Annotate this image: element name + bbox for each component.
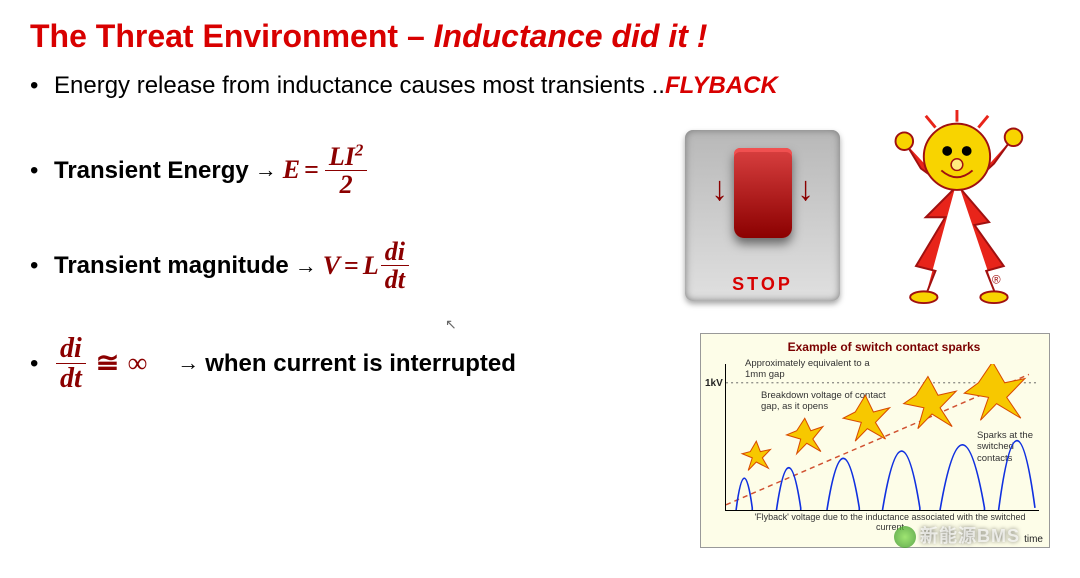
- stop-switch-image: ↓ ↓ STOP: [685, 130, 840, 301]
- chart-svg: [726, 364, 1039, 510]
- eq-lhs: E: [283, 152, 300, 188]
- fraction: di dt: [56, 334, 86, 394]
- svg-text:®: ®: [992, 274, 1001, 287]
- bullet-4-tail: when current is interrupted: [205, 347, 516, 381]
- chart-x-label: time: [1024, 534, 1043, 545]
- fraction: LI2 2: [325, 143, 367, 199]
- watermark-text: 新能源BMS: [920, 526, 1020, 546]
- chart-y-label: 1kV: [705, 378, 723, 389]
- eq-op: =: [304, 152, 319, 188]
- bullet-1-text: Energy release from inductance causes mo…: [54, 69, 665, 103]
- bullet-1-highlight: FLYBACK: [665, 69, 778, 103]
- cursor-icon: ↖: [445, 316, 457, 333]
- arrow-icon: →: [255, 155, 277, 186]
- slide: The Threat Environment – Inductance did …: [0, 0, 1080, 578]
- mascot-image: ®: [875, 110, 1035, 305]
- eq-lhs: V: [323, 248, 340, 284]
- title-prefix: The Threat Environment –: [30, 18, 434, 54]
- chart-plot-area: [725, 364, 1039, 511]
- switch-lever-icon: [734, 148, 792, 238]
- eq-op: =: [344, 248, 359, 284]
- bullet-3-label: Transient magnitude: [54, 249, 289, 283]
- switch-stop-label: STOP: [732, 274, 793, 295]
- arrow-icon: →: [295, 251, 317, 282]
- bullet-dot: •: [30, 347, 54, 381]
- eq-L: L: [363, 248, 379, 284]
- approx-op: ≅: [96, 344, 119, 383]
- bullet-2-equation: E = LI2 2: [283, 143, 370, 199]
- watermark: 新能源BMS: [894, 522, 1020, 548]
- frac-num: di: [381, 238, 409, 266]
- watermark-icon: [894, 526, 916, 548]
- bullet-2-label: Transient Energy: [54, 154, 249, 188]
- bullet-dot: •: [30, 69, 54, 103]
- arrow-icon: →: [177, 348, 199, 379]
- frac-den: dt: [381, 266, 409, 293]
- bullet-4-lhs: di dt ≅ ∞: [54, 334, 147, 394]
- spark-chart: Example of switch contact sparks 1kV App…: [700, 333, 1050, 548]
- frac-den: 2: [336, 171, 357, 198]
- frac-num: di: [56, 334, 86, 364]
- slide-title: The Threat Environment – Inductance did …: [30, 18, 1050, 55]
- infinity: ∞: [127, 344, 147, 383]
- fraction: di dt: [381, 238, 409, 294]
- bullet-3-equation: V = L di dt: [323, 238, 411, 294]
- bullet-1: • Energy release from inductance causes …: [30, 69, 1050, 103]
- bullet-dot: •: [30, 249, 54, 283]
- frac-num: LI2: [325, 143, 367, 171]
- bullet-dot: •: [30, 154, 54, 188]
- chart-title: Example of switch contact sparks: [727, 340, 1041, 354]
- frac-den: dt: [56, 364, 86, 393]
- title-italic: Inductance did it !: [434, 18, 708, 54]
